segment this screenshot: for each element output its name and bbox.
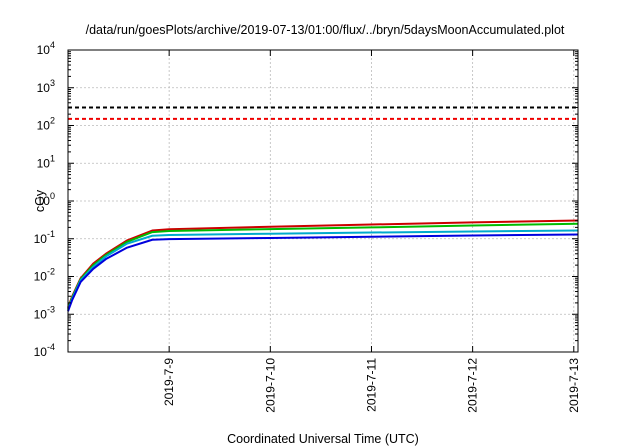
y-axis-label: cGy <box>33 189 47 212</box>
x-tick-label: 2019-7-11 <box>364 358 378 412</box>
threshold-lines <box>68 106 578 120</box>
x-axis-label: Coordinated Universal Time (UTC) <box>227 432 419 446</box>
x-tick-label: 2019-7-10 <box>263 358 277 413</box>
x-tick-label: 2019-7-9 <box>162 358 176 406</box>
series-lines <box>67 219 579 312</box>
x-tick-label: 2019-7-12 <box>466 358 480 413</box>
chart-title: /data/run/goesPlots/archive/2019-07-13/0… <box>86 23 565 37</box>
x-tick-label: 2019-7-13 <box>567 358 581 413</box>
series-line <box>67 233 579 312</box>
